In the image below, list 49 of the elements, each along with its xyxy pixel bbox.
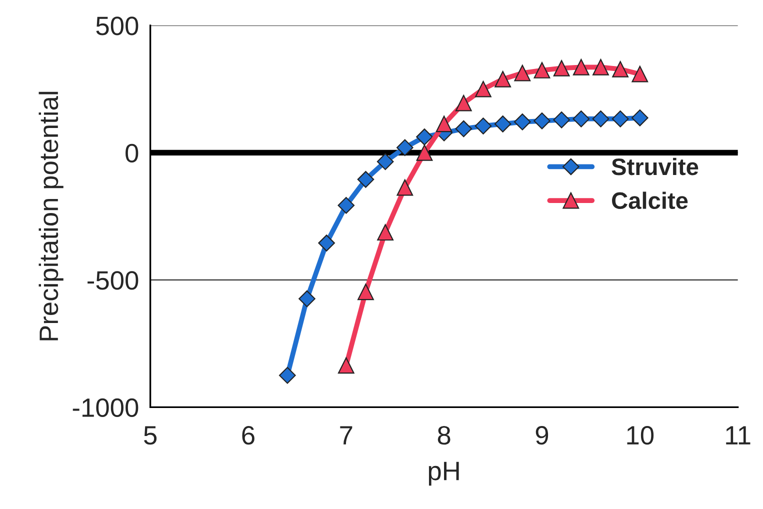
point: [592, 58, 609, 76]
x-tick-label: 11: [726, 426, 750, 444]
point: [358, 284, 374, 300]
x-axis-title: pH: [428, 462, 459, 486]
x-tick-label: 10: [627, 426, 654, 445]
point: [396, 179, 414, 196]
point: [377, 224, 394, 241]
y-tick-label: -500: [88, 271, 138, 290]
y-axis-title: Precipitation potential: [38, 92, 64, 340]
point: [632, 66, 648, 82]
point: [514, 113, 531, 130]
y-tick-label: -1000: [72, 398, 138, 418]
y-tick-label: 500: [96, 16, 138, 36]
point: [475, 80, 492, 98]
point: [514, 64, 531, 82]
point: [553, 111, 570, 128]
point: [474, 118, 492, 134]
point: [534, 112, 550, 130]
y-tick-label: 0: [126, 144, 138, 163]
x-tick-label: 9: [536, 426, 548, 445]
legend-label: Calcite: [612, 192, 688, 210]
point: [396, 139, 414, 156]
x-tick-label: 7: [340, 426, 352, 444]
x-tick-label: 6: [242, 426, 254, 445]
point: [572, 58, 590, 76]
x-tick-label: 8: [438, 426, 450, 445]
point: [612, 61, 629, 78]
point: [534, 62, 550, 78]
point: [357, 171, 374, 188]
point: [494, 70, 512, 88]
point: [612, 110, 629, 128]
point: [376, 153, 394, 170]
point: [416, 144, 433, 161]
point: [631, 109, 648, 126]
point: [494, 116, 512, 132]
legend-label: Struvite: [612, 158, 698, 176]
point: [436, 116, 452, 132]
point: [278, 366, 296, 384]
x-tick-label: 5: [144, 426, 157, 445]
point: [592, 110, 610, 128]
point: [298, 290, 316, 308]
point: [572, 110, 590, 128]
point: [416, 128, 433, 146]
point: [553, 60, 570, 76]
point: [455, 120, 472, 138]
point: [338, 196, 355, 214]
point: [455, 94, 472, 112]
point: [338, 357, 354, 374]
point: [318, 234, 335, 252]
